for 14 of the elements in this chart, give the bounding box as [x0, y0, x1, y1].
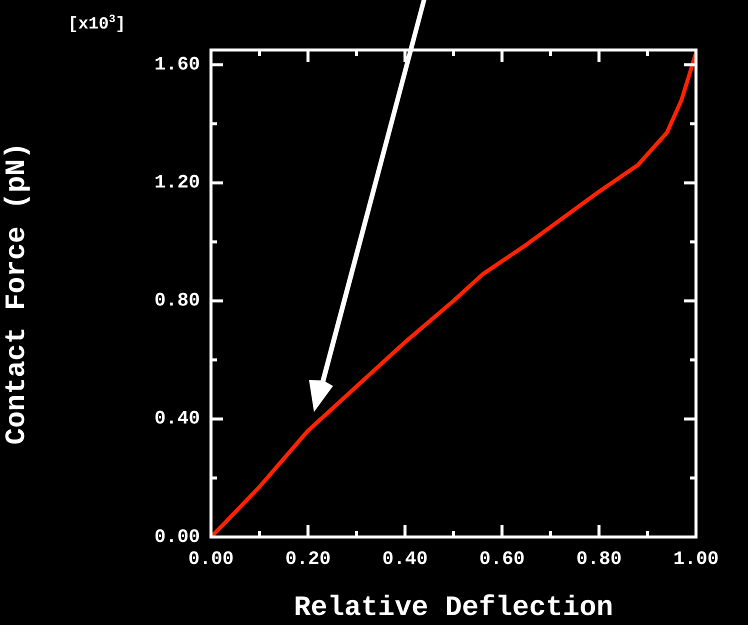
x-tick-label: 0.80	[576, 548, 622, 570]
y-tick-label: 1.20	[154, 172, 200, 194]
x-tick-label: 0.40	[382, 548, 428, 570]
text: [x10$^{3}$]	[68, 14, 126, 35]
x-axis-title: Relative Deflection	[294, 593, 614, 624]
x-tick-label: 1.00	[673, 548, 719, 570]
y-tick-label: 0.40	[154, 408, 200, 430]
y-tick-label: 0.80	[154, 290, 200, 312]
y-axis-title: Contact Force (pN)	[2, 142, 33, 445]
x-tick-label: 0.00	[188, 548, 234, 570]
x-tick-label: 0.20	[285, 548, 331, 570]
y-tick-label: 1.60	[154, 54, 200, 76]
y-tick-label: 0.00	[154, 526, 200, 548]
x-tick-label: 0.60	[479, 548, 525, 570]
